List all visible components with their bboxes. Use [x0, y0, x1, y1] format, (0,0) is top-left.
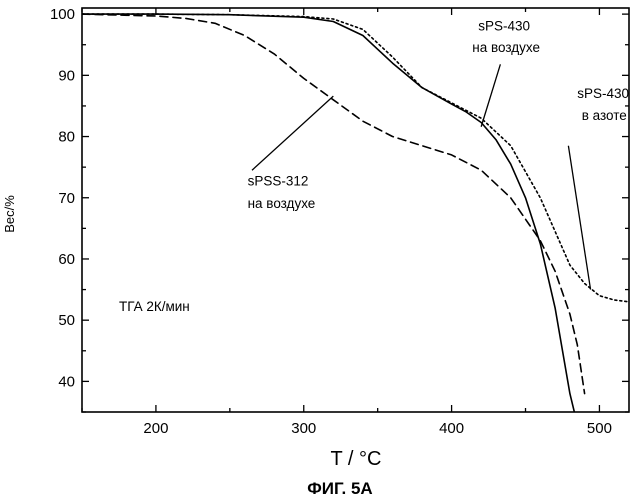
y-tick-label: 90	[58, 67, 75, 84]
y-tick-label: 80	[58, 129, 75, 146]
y-tick-label: 100	[50, 6, 75, 23]
spss-air-label-line1: sPSS-312	[248, 174, 309, 189]
tga-rate-label: ТГА 2К/мин	[119, 299, 190, 314]
spss-air-label-line2: на воздухе	[248, 196, 316, 211]
figure-caption: ФИГ. 5A	[307, 479, 372, 498]
x-tick-label: 300	[291, 420, 316, 437]
x-tick-label: 400	[439, 420, 464, 437]
spe-air-label-line1: sPS-430	[478, 19, 530, 34]
x-tick-label: 500	[587, 420, 612, 437]
annotations-layer: ТГА 2К/мин sPS-430 на воздухе sPS-430 в азот…	[119, 19, 629, 314]
y-tick-label: 70	[58, 190, 75, 207]
series-line-solid	[82, 14, 577, 424]
x-axis-title: T / °C	[331, 448, 382, 470]
spe-air-label-line2: на воздухе	[472, 40, 540, 55]
spe-nitrogen-label-line2: в азоте	[582, 108, 627, 123]
ticks-layer: 200 300 400 500 40 50 60 70 80 90 100	[50, 6, 629, 437]
series-line-dotted	[82, 14, 629, 302]
plot-frame	[82, 8, 629, 412]
series-layer	[82, 14, 629, 424]
y-tick-label: 40	[58, 373, 75, 390]
x-tick-label: 200	[143, 420, 168, 437]
y-tick-label: 50	[58, 312, 75, 329]
plot-area	[82, 8, 629, 412]
spe-air-leader-line	[481, 64, 500, 126]
y-tick-label: 60	[58, 251, 75, 268]
tga-chart: 200 300 400 500 40 50 60 70 80 90 100 ТГА 2К/мин sP…	[0, 0, 640, 500]
spe-nitrogen-label-line1: sPS-430	[577, 86, 629, 101]
y-axis-title: Вес/%	[2, 195, 17, 233]
series-line-dashed	[82, 14, 585, 394]
spss-air-leader-line	[252, 96, 333, 170]
